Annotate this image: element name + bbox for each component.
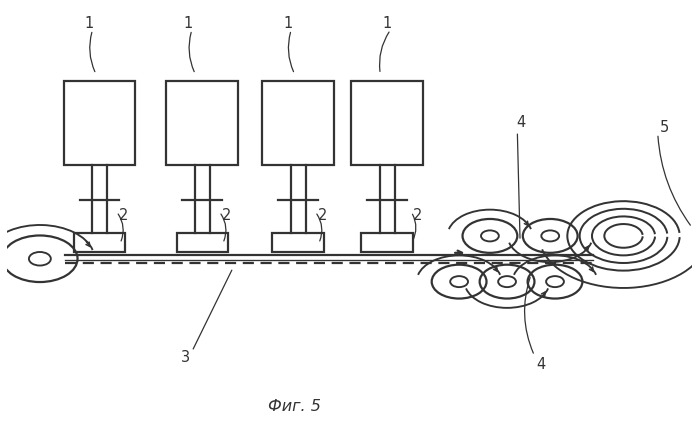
Bar [74, 233, 125, 252]
Text: Фиг. 5: Фиг. 5 [268, 399, 321, 414]
Bar [64, 80, 136, 165]
Text: 1: 1 [85, 16, 94, 31]
Bar [177, 233, 228, 252]
Text: 1: 1 [283, 16, 292, 31]
Bar [273, 233, 324, 252]
Text: 1: 1 [382, 16, 392, 31]
Text: 1: 1 [184, 16, 193, 31]
Bar [351, 80, 423, 165]
Bar [166, 80, 238, 165]
Text: 4: 4 [516, 115, 526, 130]
Text: 2: 2 [222, 209, 231, 223]
Text: 3: 3 [180, 350, 189, 365]
Text: 4: 4 [537, 357, 546, 372]
Text: 2: 2 [413, 209, 423, 223]
Text: 2: 2 [119, 209, 128, 223]
Text: 5: 5 [660, 120, 669, 135]
Bar [262, 80, 334, 165]
Text: 2: 2 [317, 209, 327, 223]
Bar [361, 233, 413, 252]
